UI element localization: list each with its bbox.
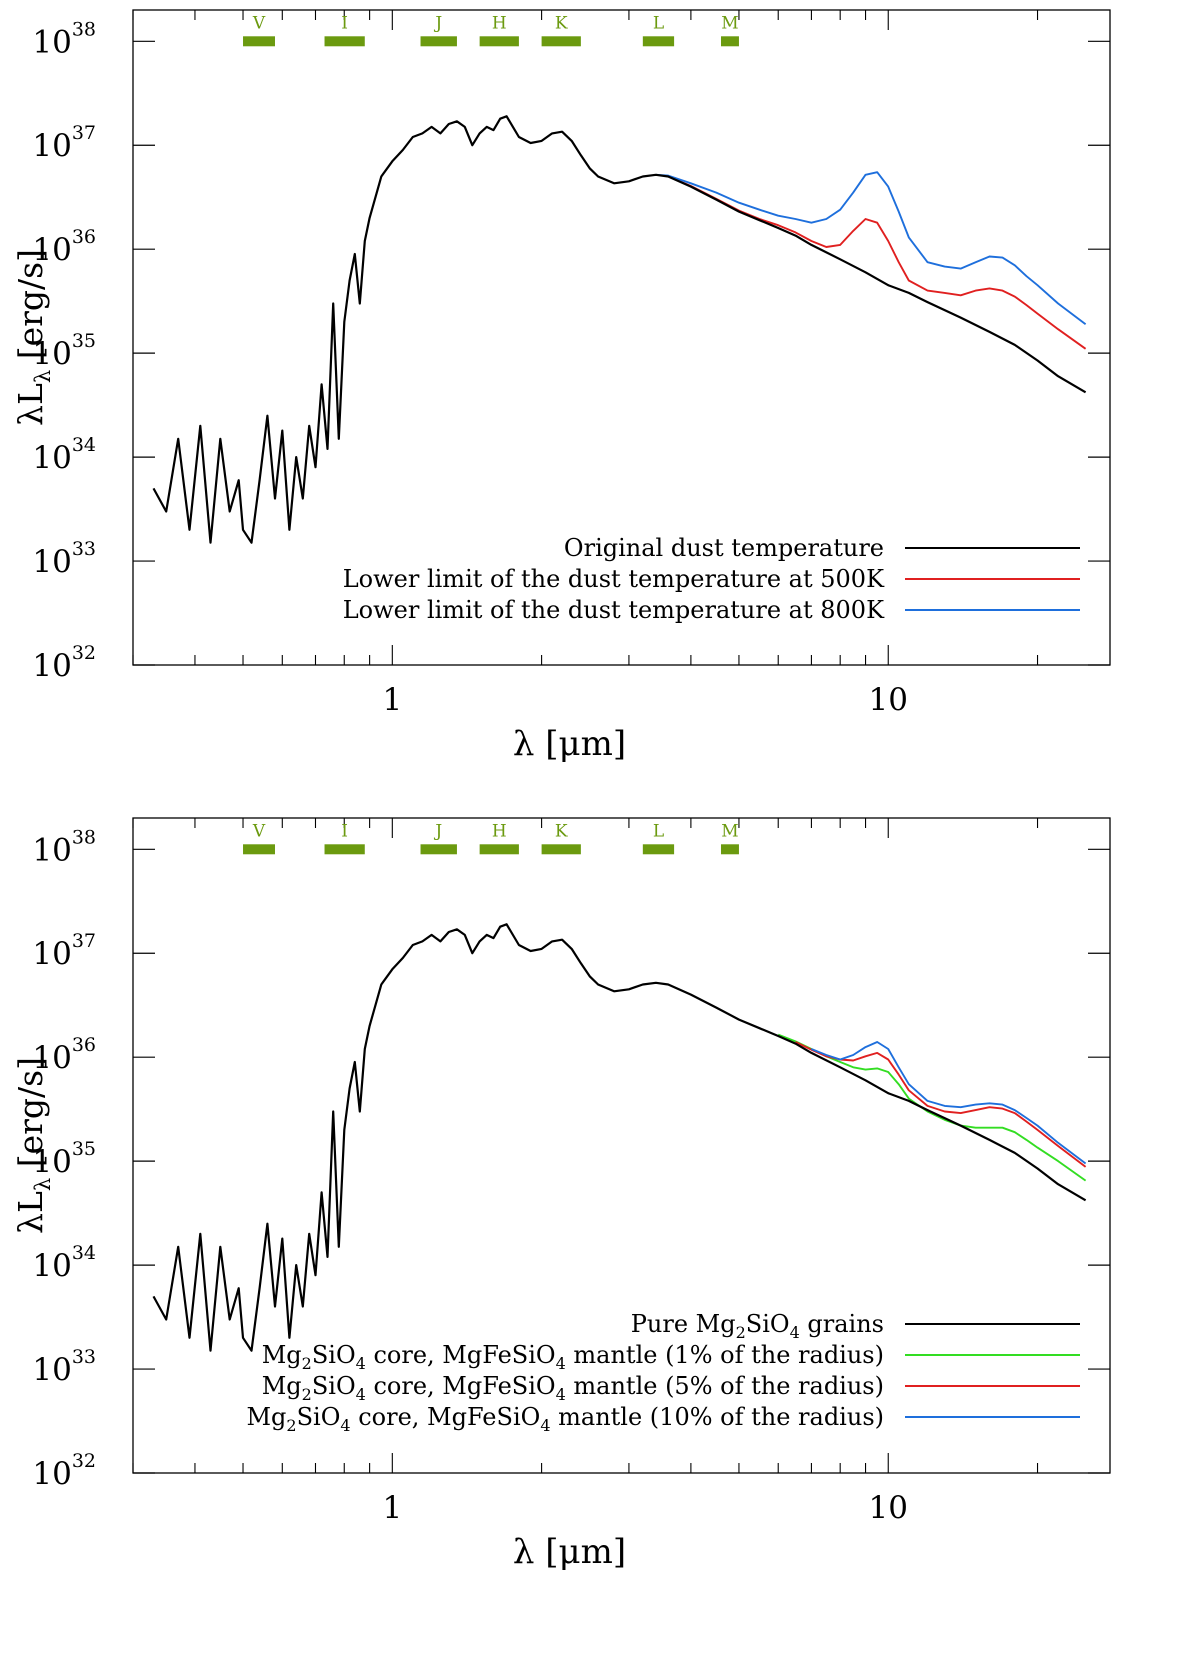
legend-label-0: Pure Mg2SiO4 grains: [631, 1310, 884, 1342]
band-label-l: L: [653, 821, 664, 841]
series-line-1: [667, 175, 1087, 350]
band-label-k: K: [555, 821, 568, 841]
band-bar-k: [541, 844, 581, 855]
band-bar-j: [420, 36, 457, 47]
band-bar-k: [541, 36, 581, 47]
band-label-v: V: [252, 13, 266, 33]
legend-label-1: Lower limit of the dust temperature at 5…: [343, 565, 885, 593]
band-label-v: V: [252, 821, 266, 841]
band-label-m: M: [721, 821, 738, 841]
band-label-m: M: [721, 13, 738, 33]
band-bar-v: [243, 844, 275, 855]
band-bar-h: [479, 36, 519, 47]
legend-label-1: Mg2SiO4 core, MgFeSiO4 mantle (1% of the…: [262, 1341, 884, 1373]
x-tick-label: 10: [869, 1490, 908, 1526]
y-tick-label: 1033: [32, 538, 96, 580]
band-bar-m: [720, 844, 739, 855]
band-bar-i: [324, 36, 365, 47]
band-label-i: I: [341, 821, 348, 841]
bottom-sed-panel: 1032 1033 1034 1035 1036 1037 1038 1 10 λ [μm] λLλ…: [11, 817, 1111, 1572]
y-tick-label: 1035: [32, 1138, 96, 1180]
y-tick-label: 1032: [32, 642, 96, 684]
y-tick-label: 1035: [32, 330, 96, 372]
series-line-0: [152, 115, 1087, 544]
band-label-k: K: [555, 13, 568, 33]
plot-frame: [132, 817, 1111, 1474]
band-bar-j: [420, 844, 457, 855]
band-bar-v: [243, 36, 275, 47]
y-tick-label: 1034: [32, 434, 96, 476]
band-label-i: I: [341, 13, 348, 33]
band-label-j: J: [433, 821, 442, 841]
band-bar-m: [720, 36, 739, 47]
x-tick-label: 10: [869, 682, 908, 718]
band-label-j: J: [433, 13, 442, 33]
band-label-h: H: [492, 821, 507, 841]
legend-label-3: Mg2SiO4 core, MgFeSiO4 mantle (10% of th…: [246, 1403, 884, 1435]
legend-label-2: Lower limit of the dust temperature at 8…: [343, 596, 885, 624]
x-tick-label: 1: [382, 1490, 402, 1526]
legend-label-0: Original dust temperature: [564, 534, 884, 562]
series-line-0: [152, 923, 1087, 1352]
legend-label-2: Mg2SiO4 core, MgFeSiO4 mantle (5% of the…: [262, 1372, 884, 1404]
band-bar-l: [642, 36, 675, 47]
x-axis-label: λ [μm]: [513, 724, 626, 764]
y-tick-label: 1036: [32, 226, 96, 268]
x-axis-label: λ [μm]: [513, 1532, 626, 1572]
series-line-2: [795, 1041, 1087, 1168]
band-label-l: L: [653, 13, 664, 33]
x-tick-label: 1: [382, 682, 402, 718]
y-axis-label: λLλ [erg/s]: [11, 249, 55, 426]
top-sed-panel: 1032 1033 1034 1035 1036 1037 1038 1 10 λ [μm] λLλ…: [11, 9, 1111, 764]
series-line-3: [811, 1041, 1087, 1165]
band-bar-h: [479, 844, 519, 855]
series-line-2: [655, 171, 1087, 325]
y-tick-label: 1033: [32, 1346, 96, 1388]
y-axis-label: λLλ [erg/s]: [11, 1057, 55, 1234]
y-tick-label: 1036: [32, 1034, 96, 1076]
y-tick-label: 1034: [32, 1242, 96, 1284]
y-tick-label: 1032: [32, 1450, 96, 1492]
y-tick-label: 1037: [32, 930, 96, 972]
band-label-h: H: [492, 13, 507, 33]
y-tick-label: 1038: [32, 18, 96, 60]
y-tick-label: 1037: [32, 122, 96, 164]
plot-frame: [132, 9, 1111, 666]
y-tick-label: 1038: [32, 826, 96, 868]
band-bar-l: [642, 844, 675, 855]
band-bar-i: [324, 844, 365, 855]
